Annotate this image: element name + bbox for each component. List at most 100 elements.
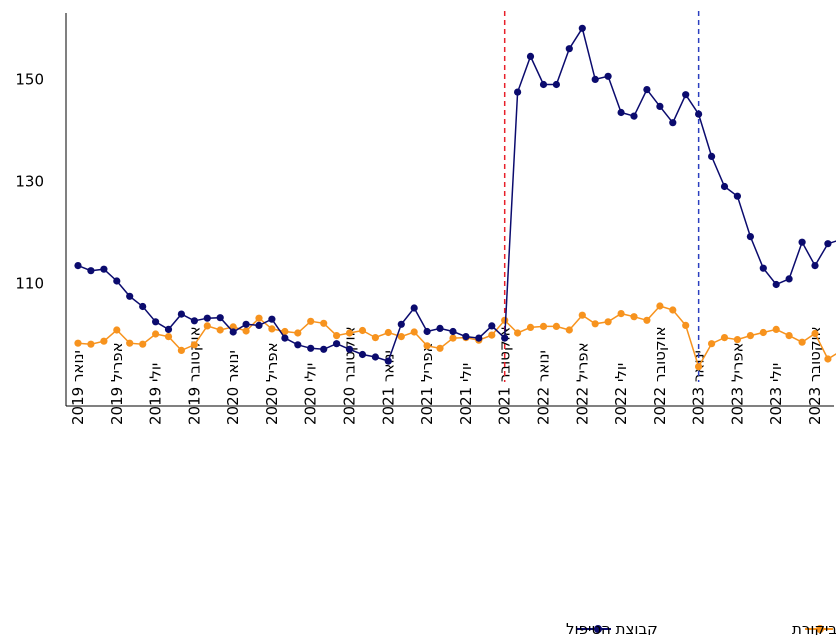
data-point bbox=[824, 240, 832, 248]
data-point bbox=[203, 314, 211, 322]
data-point bbox=[216, 314, 224, 322]
data-point bbox=[733, 336, 742, 344]
data-point bbox=[423, 342, 431, 350]
y-tick-labels: 110 130 150 bbox=[15, 70, 44, 292]
legend-label-control: קבוצת הביקורת bbox=[792, 620, 836, 635]
data-point bbox=[526, 323, 535, 331]
data-point bbox=[371, 334, 379, 342]
data-point bbox=[759, 264, 767, 272]
data-point bbox=[242, 320, 250, 328]
data-point bbox=[643, 316, 651, 324]
data-point bbox=[682, 91, 690, 99]
data-point bbox=[423, 327, 431, 336]
data-point bbox=[552, 80, 561, 89]
data-point bbox=[462, 333, 470, 341]
data-point bbox=[552, 322, 561, 330]
x-tick-label: יולי 2020 bbox=[302, 363, 320, 425]
x-tick-label: יולי 2022 bbox=[612, 363, 630, 425]
data-point bbox=[255, 314, 263, 322]
data-point bbox=[74, 339, 82, 347]
data-point bbox=[255, 321, 263, 329]
data-point bbox=[203, 322, 211, 330]
data-point bbox=[152, 330, 160, 338]
data-point bbox=[126, 292, 134, 300]
data-point bbox=[164, 325, 173, 333]
data-point bbox=[759, 328, 767, 337]
data-point bbox=[190, 317, 198, 325]
x-tick-label: ינואר 2023 bbox=[690, 350, 708, 425]
data-point bbox=[397, 320, 405, 328]
data-point bbox=[591, 320, 599, 328]
legend-label-treatment: קבוצת הטיפול bbox=[566, 620, 658, 635]
data-point bbox=[307, 317, 315, 325]
data-point bbox=[604, 318, 612, 326]
data-point bbox=[824, 355, 832, 363]
x-tick-label: אפריל 2019 bbox=[108, 342, 126, 425]
x-tick-label: ינואר 2020 bbox=[224, 350, 242, 425]
x-tick-labels: ינואר 2019 אפריל 2019 יולי 2019 אוקטובר 201… bbox=[69, 326, 824, 425]
data-point bbox=[345, 345, 354, 353]
data-point bbox=[436, 344, 444, 352]
x-tick-label: יולי 2019 bbox=[147, 363, 165, 425]
data-point bbox=[449, 334, 457, 342]
data-point bbox=[152, 318, 160, 326]
data-point bbox=[798, 238, 806, 246]
data-point bbox=[384, 328, 392, 337]
data-point bbox=[578, 311, 586, 319]
data-point bbox=[526, 52, 535, 61]
data-point bbox=[785, 332, 793, 340]
data-point bbox=[268, 325, 276, 333]
data-point bbox=[87, 340, 95, 348]
data-point bbox=[514, 329, 522, 337]
data-point bbox=[216, 326, 224, 334]
x-tick-label: אפריל 2021 bbox=[418, 342, 436, 425]
x-tick-label: יולי 2023 bbox=[767, 363, 785, 425]
data-point bbox=[436, 324, 444, 332]
data-point bbox=[733, 192, 742, 200]
data-point bbox=[320, 345, 328, 353]
data-point bbox=[539, 80, 548, 89]
x-tick-label: אוקטובר 2023 bbox=[806, 326, 824, 425]
data-point bbox=[785, 275, 793, 283]
data-point bbox=[720, 334, 729, 342]
legend-swatch-treatment-marker bbox=[594, 625, 602, 633]
data-point bbox=[100, 265, 108, 273]
data-point bbox=[514, 88, 522, 96]
x-tick-label: אוקטובר 2019 bbox=[185, 326, 203, 425]
x-tick-label: אוקטובר 2020 bbox=[341, 326, 359, 425]
data-point bbox=[190, 341, 198, 349]
data-point bbox=[669, 119, 677, 127]
data-point bbox=[229, 328, 237, 336]
series-treatment bbox=[74, 24, 836, 365]
data-point bbox=[345, 329, 354, 337]
data-point bbox=[307, 344, 315, 352]
data-point bbox=[384, 357, 392, 365]
data-point bbox=[294, 341, 302, 349]
data-point bbox=[656, 302, 664, 310]
data-point bbox=[475, 334, 483, 342]
data-point bbox=[565, 326, 573, 334]
data-point bbox=[630, 313, 638, 321]
data-point bbox=[501, 334, 509, 342]
data-point bbox=[164, 333, 173, 341]
y-tick-label: 110 bbox=[15, 275, 44, 293]
data-point bbox=[772, 280, 780, 289]
data-point bbox=[268, 315, 276, 323]
x-tick-label: ינואר 2022 bbox=[534, 350, 552, 425]
data-point bbox=[695, 363, 703, 371]
data-point bbox=[410, 328, 418, 336]
data-point bbox=[798, 338, 806, 346]
data-point bbox=[565, 45, 573, 53]
data-point bbox=[177, 346, 185, 354]
legend-item-control: קבוצת הביקורת bbox=[792, 620, 836, 635]
chart-axes bbox=[65, 13, 834, 407]
data-point bbox=[229, 323, 237, 331]
data-point bbox=[720, 182, 729, 191]
data-point bbox=[669, 306, 677, 314]
data-point bbox=[708, 340, 716, 348]
y-tick-label: 130 bbox=[15, 172, 44, 190]
x-tick-label: אוקטובר 2022 bbox=[651, 326, 669, 425]
data-point bbox=[410, 304, 418, 312]
data-point bbox=[177, 310, 185, 318]
